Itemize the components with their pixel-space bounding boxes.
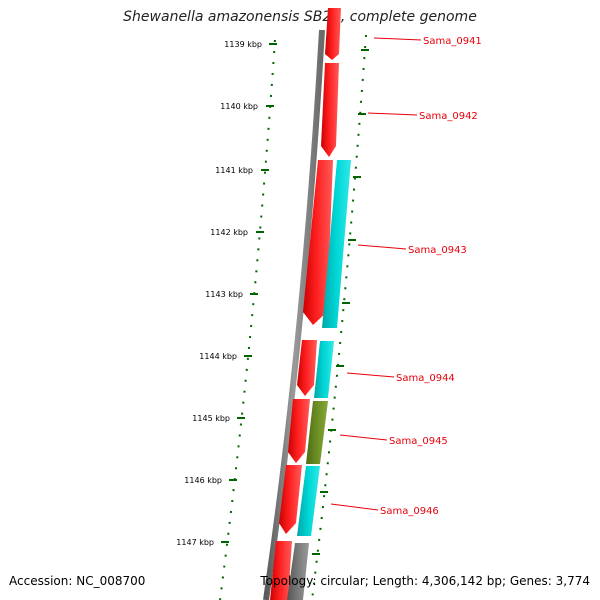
- rna-feature[interactable]: [322, 160, 351, 328]
- gene-label-sama-0944[interactable]: Sama_0944: [396, 373, 455, 384]
- scale-label-1141: 1141 kbp: [215, 166, 253, 175]
- genome-stats-label: Topology: circular; Length: 4,306,142 bp…: [260, 574, 590, 588]
- rna-feature[interactable]: [297, 466, 320, 536]
- cds-features: [270, 8, 341, 600]
- genome-backbone: [263, 29, 325, 600]
- rna-feature[interactable]: [314, 341, 334, 398]
- scale-label-1144: 1144 kbp: [199, 352, 237, 361]
- scale-label-1145: 1145 kbp: [192, 414, 230, 423]
- cds-feature[interactable]: [321, 63, 339, 157]
- scale-label-1143: 1143 kbp: [205, 290, 243, 299]
- cds-feature[interactable]: [303, 160, 333, 325]
- gene-label-sama-0942[interactable]: Sama_0942: [419, 111, 478, 122]
- scale-label-1139: 1139 kbp: [224, 40, 262, 49]
- accession-label: Accession: NC_008700: [9, 574, 146, 588]
- cds-feature[interactable]: [288, 399, 310, 463]
- gene-label-sama-0941[interactable]: Sama_0941: [423, 36, 482, 47]
- second-strand-features: [287, 160, 351, 600]
- scale-label-1140: 1140 kbp: [220, 102, 258, 111]
- scale-label-1142: 1142 kbp: [210, 228, 248, 237]
- cds-feature[interactable]: [279, 465, 302, 534]
- scale-label-1147: 1147 kbp: [176, 538, 214, 547]
- outer-ring-ticks: [312, 49, 369, 555]
- olive-feature[interactable]: [306, 401, 328, 464]
- grey-feature[interactable]: [287, 543, 309, 600]
- gene-label-sama-0945[interactable]: Sama_0945: [389, 436, 448, 447]
- gene-label-sama-0943[interactable]: Sama_0943: [408, 245, 467, 256]
- scale-ticks: [221, 43, 277, 543]
- cds-feature[interactable]: [325, 8, 341, 60]
- gene-label-leaders: [330, 37, 422, 511]
- cds-feature[interactable]: [297, 340, 317, 396]
- gene-label-sama-0946[interactable]: Sama_0946: [380, 506, 439, 517]
- cds-feature[interactable]: [270, 541, 292, 600]
- map-title: Shewanella amazonensis SB2B, complete ge…: [123, 9, 477, 25]
- scale-label-1146: 1146 kbp: [184, 476, 222, 485]
- inner-tick-ring: [219, 39, 276, 600]
